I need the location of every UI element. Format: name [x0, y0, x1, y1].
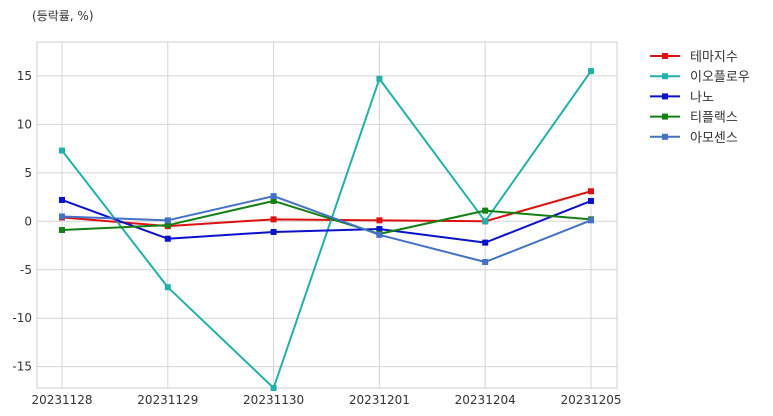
series-1 [59, 188, 594, 230]
x-tick-label: 20231128 [31, 393, 92, 407]
data-point [270, 197, 277, 204]
data-point [376, 217, 383, 224]
y-tick-label: 0 [24, 214, 32, 228]
y-tick-label: -15 [12, 360, 32, 374]
legend-label: 테마지수 [690, 50, 738, 65]
data-point [482, 218, 489, 225]
series-3 [59, 196, 594, 246]
legend-marker [662, 93, 668, 100]
series-line [61, 195, 592, 264]
legend-label: 티플랙스 [690, 111, 738, 126]
x-tick-label: 20231129 [137, 393, 198, 407]
x-axis-ticks: 20231128 20231129 20231130 20231201 20231204… [31, 393, 621, 407]
y-axis-ticks: -15 -10 -5 0 5 10 15 [12, 69, 32, 374]
data-point [270, 216, 277, 223]
series-line [61, 190, 592, 228]
y-tick-label: -10 [12, 311, 32, 325]
data-point [164, 235, 171, 242]
series-group [59, 68, 594, 391]
x-tick-label: 20231204 [455, 393, 516, 407]
legend-label: 아모센스 [690, 131, 738, 146]
x-tick-label: 20231130 [243, 393, 304, 407]
data-point [270, 193, 277, 200]
legend-marker [662, 113, 668, 120]
y-tick-label: 15 [17, 69, 32, 83]
y-tick-label: -5 [20, 263, 32, 277]
data-point [588, 188, 594, 195]
legend-marker [662, 133, 668, 140]
data-point [59, 227, 65, 234]
data-point [482, 259, 489, 266]
data-point [270, 228, 277, 235]
legend-item: 티플랙스 [650, 111, 738, 126]
x-tick-label: 20231201 [349, 393, 410, 407]
y-tick-label: 10 [17, 117, 32, 131]
data-point [164, 284, 171, 291]
y-tick-label: 5 [24, 166, 32, 180]
x-tick-label: 20231205 [560, 393, 621, 407]
data-point [588, 217, 594, 224]
data-point [59, 147, 65, 154]
series-2 [59, 68, 594, 391]
legend-marker [662, 73, 668, 80]
series-5 [59, 193, 594, 266]
series-line [61, 199, 592, 235]
data-point [164, 217, 171, 224]
series-line [61, 70, 592, 389]
data-point [376, 75, 383, 82]
data-point [588, 197, 594, 204]
data-point [588, 68, 594, 75]
legend-item: 이오플로우 [650, 70, 750, 85]
legend-label: 나노 [690, 90, 714, 105]
data-point [164, 222, 171, 229]
data-point [482, 239, 489, 246]
grid [37, 42, 617, 388]
legend-marker [662, 53, 668, 59]
data-point [482, 207, 489, 214]
legend-item: 나노 [650, 90, 714, 105]
series-line [61, 199, 592, 244]
data-point [376, 226, 383, 233]
legend-item: 아모센스 [650, 131, 738, 146]
data-point [376, 231, 383, 238]
plot-frame [36, 41, 618, 389]
data-point [59, 213, 65, 220]
data-point [270, 385, 277, 391]
data-point [59, 196, 65, 203]
unit-label: (등락률, %) [32, 9, 94, 23]
legend-label: 이오플로우 [690, 70, 750, 85]
legend-item: 테마지수 [650, 50, 738, 65]
